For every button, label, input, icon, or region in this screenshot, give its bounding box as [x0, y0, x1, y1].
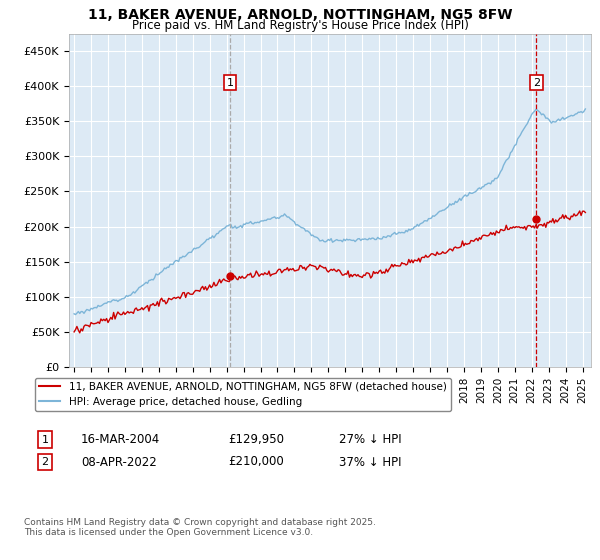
Text: £210,000: £210,000: [228, 455, 284, 469]
Text: 1: 1: [41, 435, 49, 445]
Text: 37% ↓ HPI: 37% ↓ HPI: [339, 455, 401, 469]
Text: 11, BAKER AVENUE, ARNOLD, NOTTINGHAM, NG5 8FW: 11, BAKER AVENUE, ARNOLD, NOTTINGHAM, NG…: [88, 8, 512, 22]
Text: £129,950: £129,950: [228, 433, 284, 446]
Text: Price paid vs. HM Land Registry's House Price Index (HPI): Price paid vs. HM Land Registry's House …: [131, 19, 469, 32]
Text: 2: 2: [41, 457, 49, 467]
Text: 08-APR-2022: 08-APR-2022: [81, 455, 157, 469]
Text: 2: 2: [533, 78, 540, 88]
Text: 27% ↓ HPI: 27% ↓ HPI: [339, 433, 401, 446]
Text: 1: 1: [227, 78, 233, 88]
Legend: 11, BAKER AVENUE, ARNOLD, NOTTINGHAM, NG5 8FW (detached house), HPI: Average pri: 11, BAKER AVENUE, ARNOLD, NOTTINGHAM, NG…: [35, 377, 451, 411]
Text: Contains HM Land Registry data © Crown copyright and database right 2025.
This d: Contains HM Land Registry data © Crown c…: [24, 518, 376, 538]
Text: 16-MAR-2004: 16-MAR-2004: [81, 433, 160, 446]
